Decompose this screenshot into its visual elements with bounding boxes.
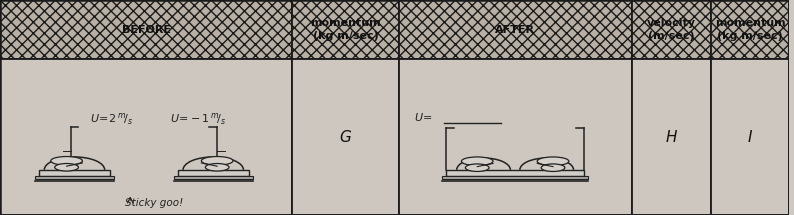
Text: AFTER: AFTER — [495, 25, 535, 35]
Circle shape — [202, 157, 233, 165]
Bar — [711, 0, 789, 59]
Bar — [711, 59, 789, 215]
Bar — [174, 176, 252, 179]
Text: G: G — [340, 130, 351, 144]
Ellipse shape — [206, 163, 229, 171]
Text: H: H — [665, 130, 676, 144]
Ellipse shape — [465, 164, 489, 172]
Text: BEFORE: BEFORE — [121, 25, 171, 35]
Circle shape — [51, 157, 83, 165]
Ellipse shape — [542, 164, 565, 172]
Bar — [0, 59, 292, 215]
Bar — [442, 176, 588, 179]
Text: velocity
(m/sec): velocity (m/sec) — [646, 18, 696, 41]
Circle shape — [461, 157, 493, 166]
Bar — [631, 0, 711, 59]
Bar — [178, 170, 249, 176]
Bar — [399, 59, 631, 215]
Text: Sticky goo!: Sticky goo! — [125, 198, 183, 208]
Text: $U\!=\!2\,^{m}\!/_{s}$: $U\!=\!2\,^{m}\!/_{s}$ — [91, 111, 133, 127]
Circle shape — [538, 157, 569, 166]
Bar — [39, 170, 110, 176]
Bar — [0, 0, 292, 59]
Text: momentum
(kg m/sec): momentum (kg m/sec) — [310, 18, 380, 41]
Text: momentum
(kg m/sec): momentum (kg m/sec) — [715, 18, 785, 41]
Bar — [292, 59, 399, 215]
Bar — [292, 0, 399, 59]
Bar — [446, 170, 584, 176]
Ellipse shape — [55, 163, 79, 171]
Bar — [631, 59, 711, 215]
Bar — [35, 176, 114, 179]
Text: $U\!=$: $U\!=$ — [414, 111, 433, 123]
Text: $U\!=\!-1\,^{m}\!/_{s}$: $U\!=\!-1\,^{m}\!/_{s}$ — [170, 111, 226, 127]
Text: I: I — [748, 130, 752, 144]
Bar — [399, 0, 631, 59]
